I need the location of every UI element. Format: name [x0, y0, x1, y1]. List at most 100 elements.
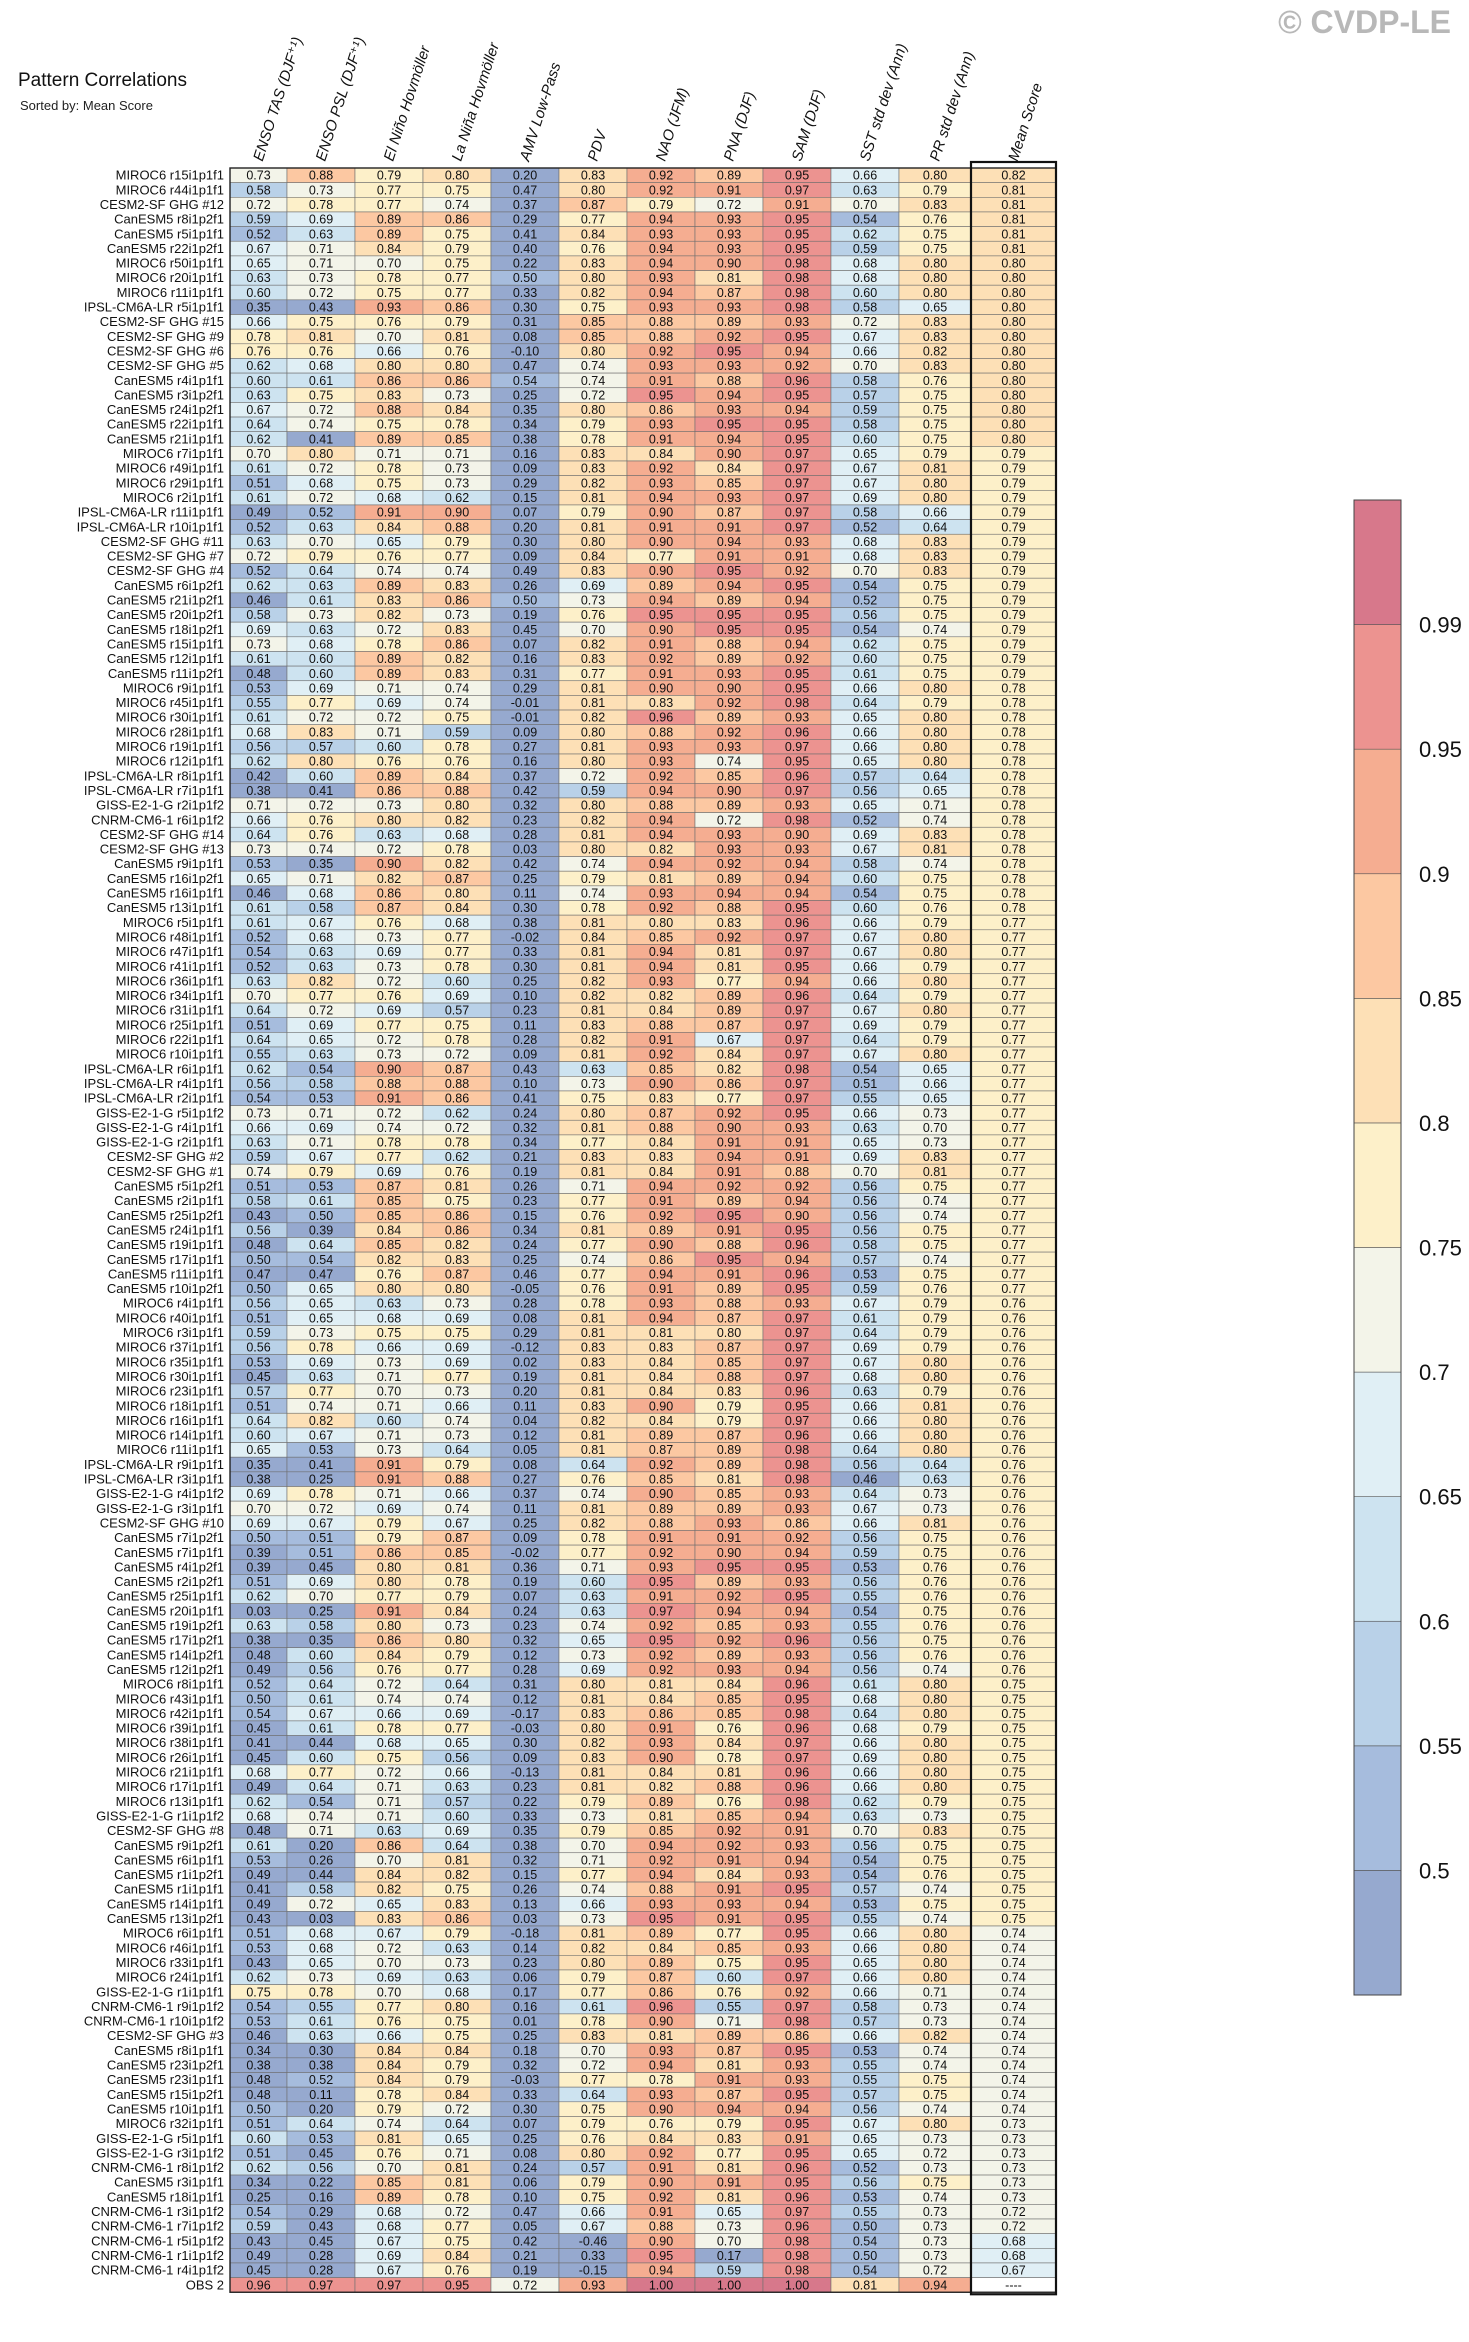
- cell-value: 0.81: [923, 462, 947, 476]
- cell-value: 0.80: [1001, 388, 1025, 402]
- row-label: CanESM5 r22i1p2f1: [107, 241, 224, 256]
- cell-value: 0.93: [649, 301, 673, 315]
- cell-value: 0.25: [513, 388, 537, 402]
- cell-value: 0.95: [717, 344, 741, 358]
- row-label: CanESM5 r5i1p1f1: [114, 226, 224, 241]
- cell-value: 0.79: [445, 242, 469, 256]
- cell-value: 0.75: [923, 418, 947, 432]
- cell-value: 0.76: [377, 315, 401, 329]
- cell-value: 0.73: [309, 271, 333, 285]
- row-label: CanESM5 r4i1p1f1: [114, 373, 224, 388]
- cell-value: 0.72: [309, 462, 333, 476]
- row-label: CESM2-SF GHG #15: [100, 314, 224, 329]
- cell-value: 0.79: [923, 183, 947, 197]
- cell-value: 0.68: [309, 359, 333, 373]
- cell-value: 0.59: [853, 242, 877, 256]
- row-label: CESM2-SF GHG #9: [107, 329, 224, 344]
- cell-value: 0.95: [785, 388, 809, 402]
- cell-value: 0.80: [581, 344, 605, 358]
- cell-value: 0.58: [853, 418, 877, 432]
- colorbar-tick-label: 0.99: [1419, 613, 1462, 638]
- cell-value: 0.85: [445, 432, 469, 446]
- cell-value: 0.93: [717, 213, 741, 227]
- cell-value: 0.84: [377, 242, 401, 256]
- cell-value: 0.78: [246, 330, 270, 344]
- row-label: MIROC6 r7i1p1f1: [123, 446, 224, 461]
- cell-value: 0.75: [923, 242, 947, 256]
- cell-value: 0.81: [1001, 198, 1025, 212]
- cell-value: 0.82: [1001, 169, 1025, 183]
- cell-value: 0.78: [377, 462, 401, 476]
- cell-value: 0.74: [309, 418, 333, 432]
- cell-value: 0.83: [923, 330, 947, 344]
- cell-value: 0.80: [377, 359, 401, 373]
- colorbar-segment: [1353, 1122, 1402, 1248]
- colorbar-segment: [1353, 499, 1402, 625]
- cell-value: 0.81: [445, 330, 469, 344]
- cell-value: 0.67: [853, 330, 877, 344]
- cell-value: 0.94: [649, 257, 673, 271]
- cell-value: 0.75: [923, 227, 947, 241]
- cell-value: 0.52: [246, 227, 270, 241]
- cell-value: 0.76: [923, 213, 947, 227]
- cell-value: 0.81: [1001, 213, 1025, 227]
- colorbar-segment: [1353, 1745, 1402, 1871]
- cell-value: 0.65: [246, 257, 270, 271]
- cell-value: 0.93: [649, 418, 673, 432]
- cell-value: 0.77: [581, 213, 605, 227]
- cell-value: 0.78: [581, 432, 605, 446]
- cell-value: 0.75: [377, 286, 401, 300]
- cell-value: 0.62: [246, 432, 270, 446]
- cell-value: 0.95: [785, 213, 809, 227]
- cell-value: 0.80: [581, 183, 605, 197]
- cell-value: 0.98: [785, 271, 809, 285]
- cell-value: 0.35: [246, 301, 270, 315]
- cell-value: 0.93: [717, 242, 741, 256]
- cell-value: 0.75: [377, 418, 401, 432]
- cell-value: 0.97: [785, 462, 809, 476]
- cell-value: 0.73: [445, 388, 469, 402]
- cell-value: 0.93: [785, 315, 809, 329]
- cell-value: -0.10: [511, 344, 540, 358]
- cell-value: 0.75: [445, 227, 469, 241]
- cell-value: 0.84: [717, 462, 741, 476]
- cell-value: 0.75: [445, 257, 469, 271]
- colorbar-segment: [1353, 1620, 1402, 1747]
- cell-value: 0.83: [377, 388, 401, 402]
- colorbar-segment: [1353, 998, 1402, 1124]
- cell-value: 0.84: [649, 447, 673, 461]
- cell-value: 0.92: [649, 169, 673, 183]
- cell-value: 0.80: [1001, 432, 1025, 446]
- colorbar-tick-label: 0.75: [1419, 1236, 1462, 1261]
- cell-value: 0.94: [785, 403, 809, 417]
- cell-value: 0.94: [785, 344, 809, 358]
- cell-value: 0.93: [649, 227, 673, 241]
- cell-value: 0.62: [853, 227, 877, 241]
- cell-value: 0.84: [445, 403, 469, 417]
- cell-value: 0.94: [717, 432, 741, 446]
- cell-value: 0.76: [923, 374, 947, 388]
- cell-value: 0.89: [377, 432, 401, 446]
- cell-value: 0.95: [649, 388, 673, 402]
- cell-value: 0.65: [853, 447, 877, 461]
- cell-value: 0.30: [513, 301, 537, 315]
- cell-value: 0.85: [581, 315, 605, 329]
- cell-value: 0.58: [853, 301, 877, 315]
- cell-value: 0.75: [923, 388, 947, 402]
- cell-value: 0.72: [309, 403, 333, 417]
- cell-value: 0.96: [785, 374, 809, 388]
- cell-value: 0.92: [649, 462, 673, 476]
- cell-value: 0.80: [445, 359, 469, 373]
- cell-value: 0.70: [377, 257, 401, 271]
- cell-value: 0.74: [581, 374, 605, 388]
- row-label: CanESM5 r8i1p2f1: [114, 212, 224, 227]
- cell-value: 0.31: [513, 315, 537, 329]
- cell-value: 0.80: [1001, 315, 1025, 329]
- row-label: CESM2-SF GHG #6: [107, 343, 224, 358]
- cell-value: 0.65: [923, 301, 947, 315]
- cell-value: 0.89: [717, 169, 741, 183]
- cell-value: 0.63: [246, 271, 270, 285]
- cell-value: 0.43: [309, 301, 333, 315]
- cell-value: 0.76: [581, 242, 605, 256]
